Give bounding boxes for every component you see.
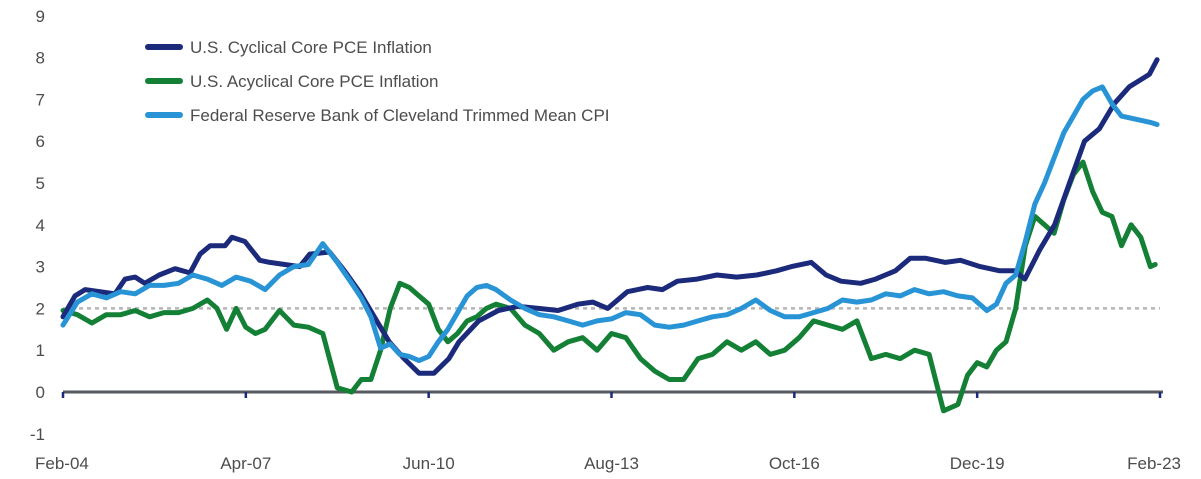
y-tick-label: 2 — [36, 299, 45, 318]
y-tick-label: 4 — [36, 216, 45, 235]
x-axis: Feb-04 Apr-07 Jun-10 Aug-13 Oct-16 Dec-19 Feb-… — [35, 390, 1181, 473]
legend: U.S. Cyclical Core PCE Inflation U.S. Acy… — [145, 38, 610, 125]
y-tick-label: 0 — [36, 383, 45, 402]
x-tick-label: Dec-19 — [950, 454, 1005, 473]
x-tick-label: Feb-04 — [35, 454, 89, 473]
y-axis-tick-labels: -1 0 1 2 3 4 5 6 7 8 9 — [30, 7, 45, 444]
y-tick-label: 8 — [36, 49, 45, 68]
legend-label: Federal Reserve Bank of Cleveland Trimme… — [190, 106, 610, 125]
y-tick-label: 5 — [36, 174, 45, 193]
x-tick-label: Jun-10 — [403, 454, 455, 473]
series-line-cyclical-core-pce — [60, 57, 1160, 376]
x-tick-label: Aug-13 — [584, 454, 639, 473]
x-tick-label: Feb-23 — [1127, 454, 1181, 473]
y-tick-label: 1 — [36, 341, 45, 360]
series-line-cleveland-trimmed-mean-cpi — [60, 84, 1160, 364]
y-tick-label: -1 — [30, 425, 45, 444]
legend-label: U.S. Acyclical Core PCE Inflation — [190, 72, 438, 91]
y-tick-label: 9 — [36, 7, 45, 26]
y-tick-label: 6 — [36, 132, 45, 151]
series-line-acyclical-core-pce — [60, 159, 1158, 414]
y-tick-label: 3 — [36, 258, 45, 277]
legend-label: U.S. Cyclical Core PCE Inflation — [190, 38, 432, 57]
y-tick-label: 7 — [36, 90, 45, 109]
series-lines — [60, 57, 1160, 414]
x-tick-label: Apr-07 — [220, 454, 271, 473]
x-tick-label: Oct-16 — [769, 454, 820, 473]
